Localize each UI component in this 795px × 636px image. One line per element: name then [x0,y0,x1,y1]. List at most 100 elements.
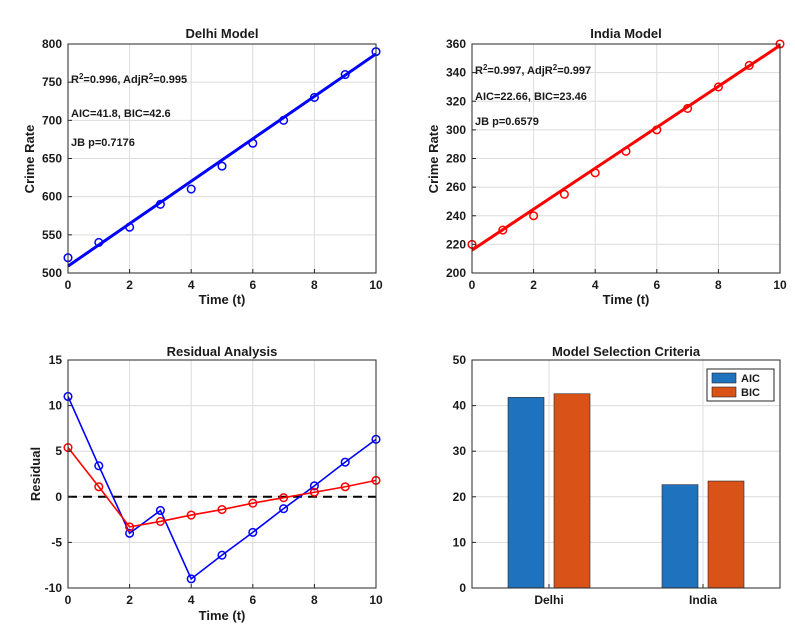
residual-point [309,487,319,497]
jb-annotation: JB p=0.6579 [475,116,539,128]
bars [507,393,745,589]
data-point [279,115,289,125]
fit-line [67,52,377,268]
residual-point [186,574,196,584]
chart-title: Model Selection Criteria [552,344,701,359]
data-point [744,60,754,71]
y-tick-label: -10 [45,581,63,595]
y-tick-label: 200 [446,266,466,280]
data-point [498,225,508,235]
y-tick-label: 650 [42,152,62,166]
data-point [683,103,693,113]
axes-box [67,359,377,589]
data-point [590,168,600,178]
x-tick-label: 6 [249,593,256,607]
series-lines [67,396,377,581]
residual-point [125,528,135,538]
chart-title: India Model [590,26,662,41]
x-tick-label: 6 [249,278,256,292]
aic-bic-annotation: AIC=41.8, BIC=42.6 [71,108,171,120]
y-tick-label: 550 [42,228,62,242]
x-tick-label: 8 [311,593,318,607]
chart-title: Delhi Model [186,26,259,41]
plot-area [68,360,376,588]
y-tick-label: 360 [446,37,466,51]
residual-point [309,481,319,491]
legend-swatch-aic [711,372,737,384]
x-tick-label: 6 [653,278,660,292]
y-tick-label: 240 [446,209,466,223]
category-label: Delhi [534,593,563,607]
x-axis-label: Time (t) [603,292,650,307]
x-tick-label: 2 [126,278,133,292]
residual-point [217,505,227,515]
data-point [125,222,135,232]
x-tick-labels: 0 2 4 6 8 10 [65,584,383,607]
y-tick-label: 0 [459,581,466,595]
y-tick-label: 50 [453,353,467,367]
data-point [94,237,104,248]
y-tick-label: 700 [42,113,62,127]
data-point [621,146,631,156]
x-tick-label: 2 [126,593,133,607]
data-point [309,92,319,102]
y-tick-label: 10 [453,535,467,549]
x-tick-label: 0 [469,278,476,292]
y-axis-label: Crime Rate [22,125,37,194]
y-axis-label: Residual [28,447,43,501]
y-tick-label: -5 [51,535,62,549]
y-tick-label: 750 [42,75,62,89]
x-tick-label: 0 [65,278,72,292]
y-tick-label: 280 [446,152,466,166]
y-tick-label: 340 [446,66,466,80]
x-tick-label: 4 [188,278,195,292]
x-tick-label: 10 [773,278,787,292]
y-tick-label: 20 [453,490,467,504]
y-tick-label: 10 [49,399,63,413]
y-tick-labels: -10 -5 0 5 10 15 [45,353,72,595]
r2-annotation: R2=0.997, AdjR2=0.997 [475,63,591,77]
x-tick-label: 8 [715,278,722,292]
y-tick-label: 800 [42,37,62,51]
y-tick-label: 220 [446,237,466,251]
x-tick-label: 4 [188,593,195,607]
x-tick-labels: 0 2 4 6 8 10 [65,269,383,292]
data-point [713,82,723,92]
y-tick-labels: 0 10 20 30 40 50 [453,353,476,595]
residual-point [279,504,289,514]
x-axis-label: Time (t) [199,608,246,623]
x-tick-labels: 0 2 4 6 8 10 [469,269,787,292]
y-tick-label: 40 [453,399,467,413]
residual-point [279,493,289,503]
x-tick-label: 10 [369,593,383,607]
y-tick-label: 260 [446,180,466,194]
chart-title: Residual Analysis [167,344,278,359]
x-tick-labels: Delhi India [534,584,717,607]
data-point [248,138,258,148]
residual-point [94,482,104,492]
data-point [529,211,539,221]
residual-point [217,550,227,560]
y-tick-label: 5 [55,444,62,458]
residual-point [94,461,104,471]
y-tick-labels: 200 220 240 260 280 300 320 340 360 [446,37,476,280]
legend-swatch-bic [711,386,737,398]
residual-point [340,482,350,492]
legend-label-bic: BIC [741,387,760,399]
bar-aic-delhi [507,397,545,589]
panel-model-selection: Delhi India 0 10 20 30 40 50 Model Selection C… [453,344,781,607]
x-tick-label: 0 [65,593,72,607]
residual-series-line [67,447,377,528]
y-tick-label: 15 [49,353,63,367]
category-label: India [689,593,717,607]
data-point [652,125,662,135]
data-point [340,69,350,80]
residual-point [340,457,350,467]
data-points [63,391,381,584]
bar-bic-india [707,480,745,589]
data-point [559,189,569,199]
x-tick-label: 2 [530,278,537,292]
aic-bic-annotation: AIC=22.66, BIC=23.46 [475,91,587,103]
data-point [217,161,227,171]
